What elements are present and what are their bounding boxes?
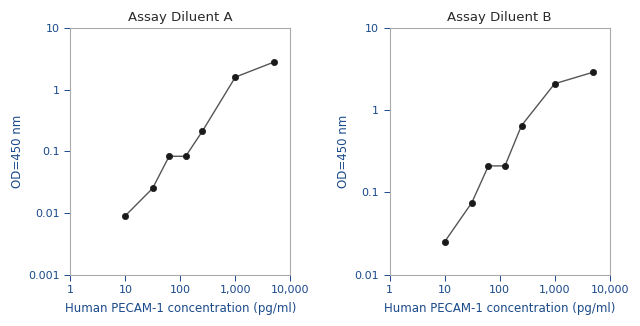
Y-axis label: OD=450 nm: OD=450 nm	[337, 115, 350, 188]
X-axis label: Human PECAM-1 concentration (pg/ml): Human PECAM-1 concentration (pg/ml)	[65, 302, 296, 315]
Title: Assay Diluent A: Assay Diluent A	[128, 11, 233, 24]
Y-axis label: OD=450 nm: OD=450 nm	[11, 115, 24, 188]
Title: Assay Diluent B: Assay Diluent B	[447, 11, 552, 24]
X-axis label: Human PECAM-1 concentration (pg/ml): Human PECAM-1 concentration (pg/ml)	[384, 302, 615, 315]
